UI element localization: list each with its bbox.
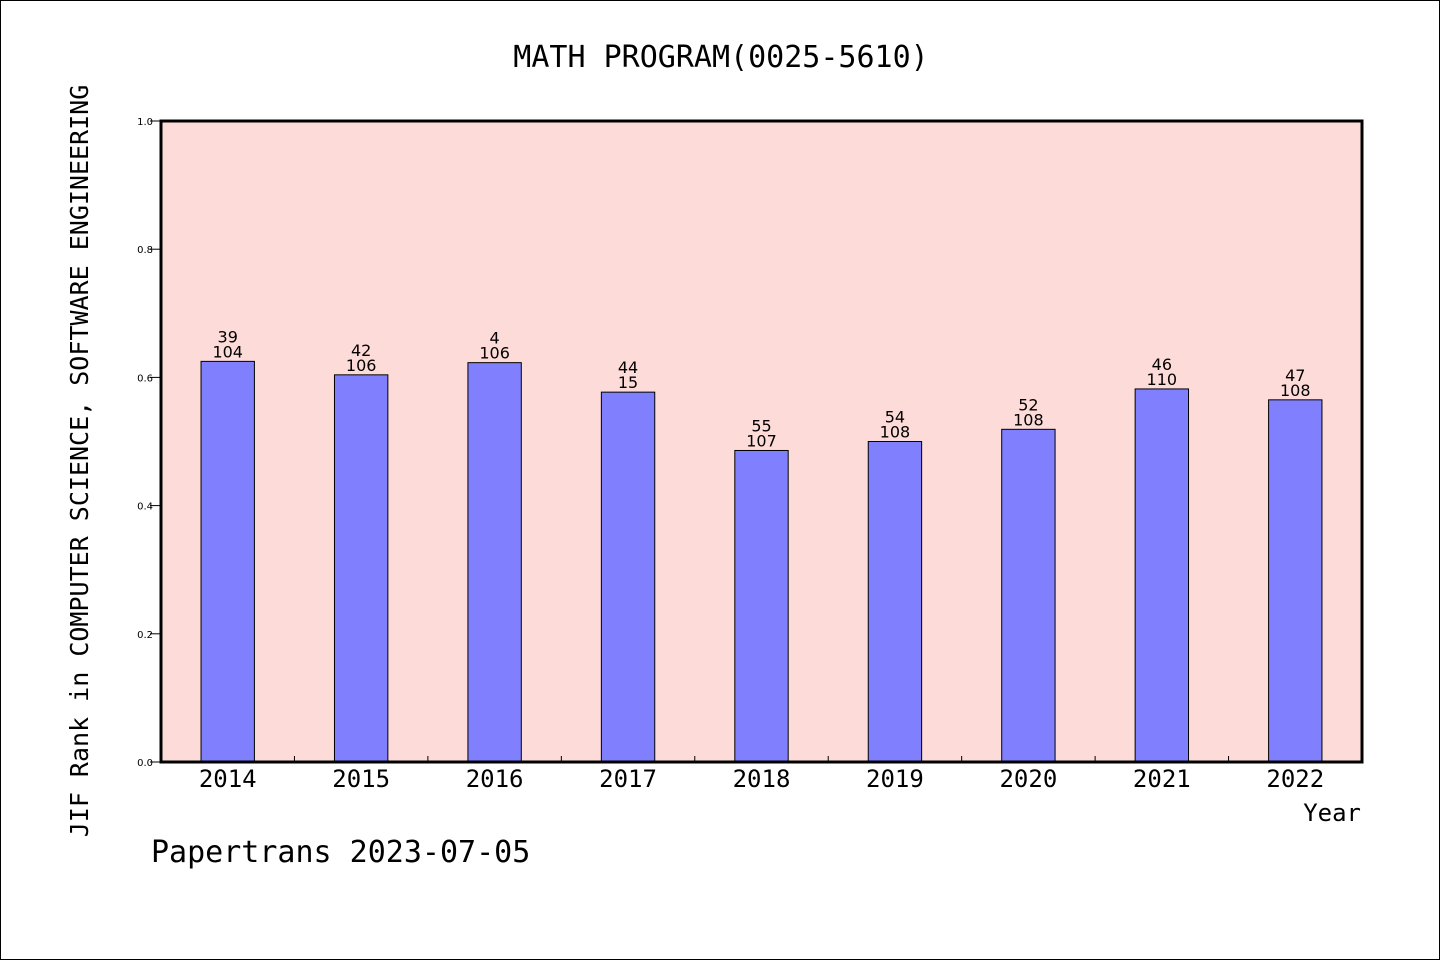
bar-label-bottom: 15 [618, 373, 638, 392]
bar-label-top: 54 [885, 408, 905, 427]
x-tick-label: 2018 [733, 765, 791, 793]
bar-label-bottom: 104 [212, 342, 243, 361]
x-tick-label: 2014 [199, 765, 257, 793]
footer-credit: Papertrans 2023-07-05 [151, 835, 531, 870]
x-tick-label: 2019 [866, 765, 924, 793]
bar-2016 [467, 362, 522, 763]
x-tick-label: 2021 [1133, 765, 1191, 793]
bar-2019 [867, 441, 923, 763]
bar-label-bottom: 108 [1013, 410, 1044, 429]
x-axis-label: Year [1303, 799, 1361, 827]
bar-label-bottom: 108 [1280, 381, 1311, 400]
bar-2021 [1134, 388, 1190, 763]
bar-label-top: 47 [1285, 366, 1305, 385]
bar-label-bottom: 106 [479, 344, 510, 363]
y-tick-label: 0.2 [137, 630, 153, 641]
plot-border [159, 119, 1364, 764]
bar-2022 [1268, 399, 1323, 763]
bar-2018 [734, 449, 789, 763]
bar-label-bottom: 108 [880, 423, 911, 442]
y-axis-label: JIF Rank in COMPUTER SCIENCE, SOFTWARE E… [65, 85, 94, 838]
bar-label-top: 42 [351, 341, 371, 360]
bar-label-top: 44 [618, 358, 638, 377]
bar-label-bottom: 110 [1147, 370, 1178, 389]
bar-label-top: 46 [1152, 355, 1172, 374]
bar-label-top: 55 [751, 416, 771, 435]
y-tick-label: 0.6 [137, 373, 153, 384]
bar-label-bottom: 106 [346, 356, 377, 375]
bar-label-bottom: 107 [746, 431, 777, 450]
bar-label-top: 52 [1018, 395, 1038, 414]
x-tick-label: 2020 [999, 765, 1057, 793]
bar-2014 [200, 360, 255, 763]
bar-label-top: 39 [218, 327, 238, 346]
bar-2015 [333, 374, 389, 763]
bar-2017 [600, 391, 656, 763]
y-tick-label: 0.0 [137, 758, 153, 769]
bar-2020 [1001, 428, 1056, 763]
x-tick-label: 2017 [599, 765, 657, 793]
bar-label-top: 4 [490, 329, 500, 348]
x-tick-label: 2022 [1266, 765, 1324, 793]
x-tick-label: 2016 [466, 765, 524, 793]
y-tick-label: 0.8 [137, 245, 153, 256]
y-tick-label: 0.4 [137, 502, 153, 513]
chart-title: MATH PROGRAM(0025-5610) [513, 40, 928, 75]
x-tick-label: 2015 [332, 765, 390, 793]
y-tick-label: 1.0 [137, 117, 153, 128]
